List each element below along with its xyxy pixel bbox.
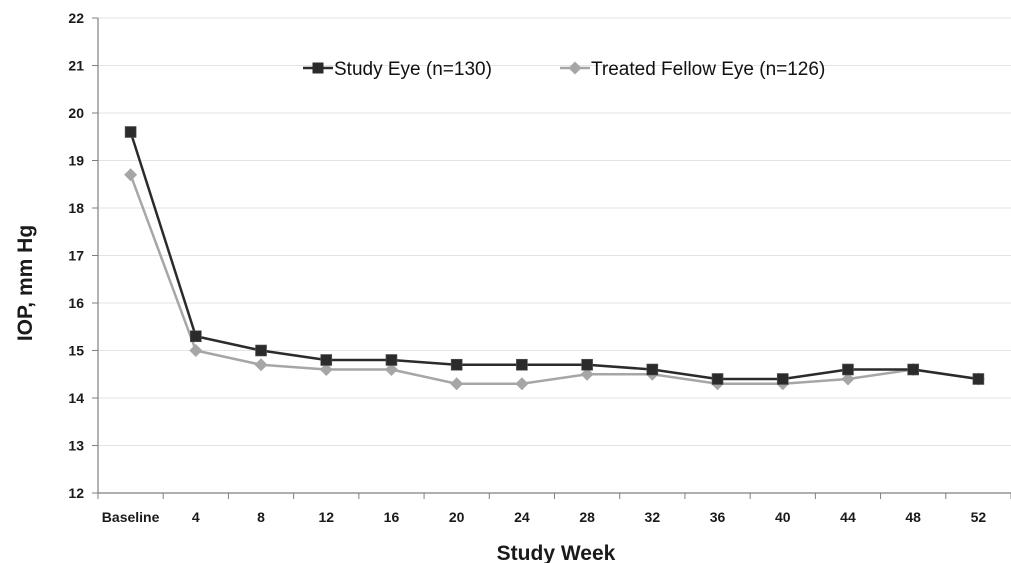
data-point [907,363,919,376]
data-point [515,377,529,391]
data-point [385,354,398,366]
series-0 [124,126,985,385]
x-tick-label: 20 [449,509,465,525]
x-tick-label: 8 [257,509,265,525]
x-axis-title: Study Week [497,542,616,563]
series-1 [124,168,985,391]
series-line [129,174,979,385]
series-line [129,131,979,381]
y-tick-label: 12 [68,485,84,501]
legend: Study Eye (n=130) Treated Fellow Eye (n=1… [303,59,825,80]
data-point [254,358,268,372]
legend-item-study-eye: Study Eye (n=130) [303,59,492,80]
data-point [124,126,137,138]
data-point [841,372,855,386]
x-tick-label: 24 [514,509,530,525]
y-tick-label: 18 [68,200,84,216]
y-tick-label: 19 [68,153,84,169]
data-point [842,363,854,376]
x-tick-label: Baseline [102,509,160,525]
x-tick-label: 4 [192,509,200,525]
y-tick-label: 22 [68,10,84,26]
legend-swatch-marker [568,61,582,75]
x-tick-label: 52 [971,509,987,525]
y-tick-label: 21 [68,58,84,74]
gridlines [98,17,1011,446]
y-tick-label: 13 [68,438,84,454]
y-tick-label: 15 [68,343,84,359]
y-tick-label: 17 [68,248,84,264]
data-point [450,377,464,391]
data-point [450,358,463,371]
x-tick-label: 28 [579,509,595,525]
y-tick-label: 14 [68,390,84,406]
data-point [319,363,333,376]
x-tick-label: 12 [318,509,334,525]
legend-label: Treated Fellow Eye (n=126) [591,59,825,80]
x-tick-label: 48 [905,509,921,525]
data-point [776,373,789,385]
y-axis-title: IOP, mm Hg [14,225,37,341]
x-tick-label: 36 [710,509,726,525]
series-group [124,126,985,391]
legend-label: Study Eye (n=130) [334,59,492,80]
data-point [581,358,593,371]
data-point [190,330,202,343]
x-tick-label: 32 [645,509,661,525]
x-tick-label: 16 [384,509,400,525]
data-point [711,373,724,385]
legend-item-fellow-eye: Treated Fellow Eye (n=126) [560,59,825,80]
data-point [384,363,398,376]
x-tick-label: 40 [775,509,791,525]
x-tick-label: 44 [840,509,856,525]
data-point [189,344,203,357]
data-point [972,373,985,385]
data-point [320,354,333,366]
y-tick-label: 16 [68,295,84,311]
data-point [646,363,659,376]
data-point [516,358,528,371]
y-tick-label: 20 [68,105,84,121]
data-point [124,168,138,182]
legend-swatch-marker [312,62,324,74]
data-point [580,367,594,381]
data-point [255,344,267,357]
